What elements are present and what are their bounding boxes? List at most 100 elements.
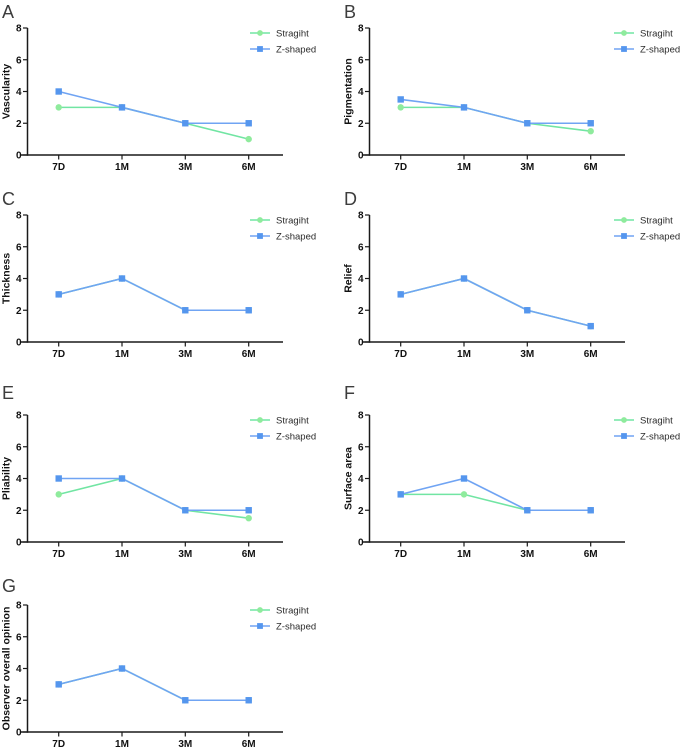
data-point bbox=[182, 120, 189, 127]
data-point bbox=[245, 120, 252, 127]
x-tick-label: 7D bbox=[394, 549, 407, 560]
data-point bbox=[587, 322, 594, 330]
series-line-stragiht bbox=[400, 493, 591, 512]
data-point bbox=[397, 96, 404, 103]
legend-label: Stragiht bbox=[640, 29, 673, 40]
x-tick-label: 7D bbox=[394, 349, 407, 360]
chart-F: F 0 2 4 6 8 7D 1M 3M 6M Surface area Stragiht Z-shap… bbox=[343, 383, 681, 560]
series-line-z-shaped bbox=[58, 277, 249, 312]
data-point bbox=[182, 697, 189, 704]
data-point bbox=[118, 475, 126, 482]
y-tick-label: 0 bbox=[358, 338, 364, 349]
chart-D: D 0 2 4 6 8 7D 1M 3M 6M Relief Stragiht Z-shaped bbox=[343, 189, 681, 360]
panel-letter: C bbox=[2, 189, 15, 209]
x-tick-label: 1M bbox=[115, 162, 129, 173]
data-point bbox=[182, 307, 189, 314]
series-line-z-shaped bbox=[58, 90, 249, 125]
panel-B: B 0 2 4 6 8 7D 1M 3M 6M Pigmentation Stragiht Z-shap… bbox=[342, 0, 685, 187]
legend-marker bbox=[621, 433, 627, 439]
legend-marker bbox=[257, 46, 263, 52]
data-point bbox=[55, 681, 62, 688]
y-tick-label: 6 bbox=[16, 632, 22, 643]
legend-marker bbox=[257, 217, 263, 223]
y-axis-title: Relief bbox=[343, 264, 355, 293]
data-point bbox=[55, 475, 62, 482]
x-tick-label: 6M bbox=[584, 162, 598, 173]
x-tick-label: 7D bbox=[52, 162, 65, 173]
legend-marker bbox=[257, 623, 263, 629]
y-tick-label: 4 bbox=[358, 87, 364, 98]
y-tick-label: 2 bbox=[16, 506, 22, 517]
legend-label: Z-shaped bbox=[276, 432, 316, 443]
legend-marker bbox=[257, 233, 263, 239]
data-point bbox=[587, 507, 594, 514]
legend-marker bbox=[257, 417, 263, 423]
legend-marker bbox=[257, 30, 263, 36]
legend-label: Stragiht bbox=[640, 416, 673, 427]
y-tick-label: 6 bbox=[358, 55, 364, 66]
x-tick-label: 7D bbox=[52, 549, 65, 560]
data-point bbox=[460, 104, 468, 111]
data-point bbox=[397, 491, 404, 498]
data-point bbox=[245, 135, 252, 143]
legend-marker bbox=[257, 433, 263, 439]
panel-letter: F bbox=[344, 383, 355, 403]
y-tick-label: 6 bbox=[16, 242, 22, 253]
x-tick-label: 1M bbox=[115, 349, 129, 360]
data-point bbox=[524, 507, 531, 514]
panel-letter: D bbox=[344, 189, 357, 209]
series-line-z-shaped bbox=[58, 477, 249, 512]
y-tick-label: 4 bbox=[16, 274, 22, 285]
y-tick-label: 2 bbox=[16, 306, 22, 317]
legend-label: Z-shaped bbox=[276, 622, 316, 633]
y-tick-label: 0 bbox=[16, 728, 22, 739]
y-tick-label: 4 bbox=[16, 87, 22, 98]
data-point bbox=[245, 507, 252, 514]
x-tick-label: 3M bbox=[520, 162, 534, 173]
data-point bbox=[460, 491, 468, 498]
y-tick-label: 6 bbox=[16, 442, 22, 453]
data-point bbox=[524, 307, 531, 314]
legend-label: Stragiht bbox=[640, 216, 673, 227]
data-point bbox=[245, 307, 252, 314]
panel-letter: G bbox=[2, 576, 16, 596]
panel-letter: E bbox=[2, 383, 14, 403]
y-tick-label: 2 bbox=[16, 696, 22, 707]
data-point bbox=[587, 120, 594, 127]
legend-marker bbox=[621, 217, 627, 223]
data-point bbox=[55, 88, 62, 95]
y-tick-label: 8 bbox=[358, 411, 364, 422]
data-point bbox=[118, 104, 126, 111]
panel-letter: A bbox=[2, 2, 14, 22]
legend-label: Stragiht bbox=[276, 416, 309, 427]
series-line-z-shaped bbox=[400, 277, 591, 327]
panel-C: C 0 2 4 6 8 7D 1M 3M 6M Thickness Stragiht Z-shaped bbox=[0, 187, 342, 374]
data-point bbox=[55, 491, 62, 498]
x-tick-label: 7D bbox=[52, 739, 65, 749]
data-point bbox=[460, 475, 468, 482]
legend-label: Stragiht bbox=[276, 29, 309, 40]
legend-marker bbox=[621, 417, 627, 423]
y-tick-label: 8 bbox=[16, 601, 22, 612]
data-point bbox=[182, 507, 189, 514]
x-tick-label: 3M bbox=[178, 549, 192, 560]
x-tick-label: 6M bbox=[242, 162, 256, 173]
data-point bbox=[397, 291, 404, 298]
data-point bbox=[524, 120, 531, 127]
x-tick-label: 7D bbox=[52, 349, 65, 360]
legend-marker bbox=[621, 46, 627, 52]
x-tick-label: 6M bbox=[584, 349, 598, 360]
chart-A: A 0 2 4 6 8 7D 1M 3M 6M Vascularity Stragiht Z-shape… bbox=[1, 2, 317, 173]
y-tick-label: 0 bbox=[16, 151, 22, 162]
y-tick-label: 0 bbox=[16, 538, 22, 549]
data-point bbox=[118, 665, 126, 672]
y-tick-label: 8 bbox=[358, 24, 364, 35]
legend-label: Stragiht bbox=[276, 606, 309, 617]
y-axis-title: Thickness bbox=[1, 253, 13, 305]
x-tick-label: 1M bbox=[115, 549, 129, 560]
x-tick-label: 1M bbox=[457, 349, 471, 360]
chart-G: G 0 2 4 6 8 7D 1M 3M 6M Observer overall opinion St… bbox=[1, 576, 317, 749]
y-tick-label: 8 bbox=[358, 211, 364, 222]
y-tick-label: 8 bbox=[16, 411, 22, 422]
